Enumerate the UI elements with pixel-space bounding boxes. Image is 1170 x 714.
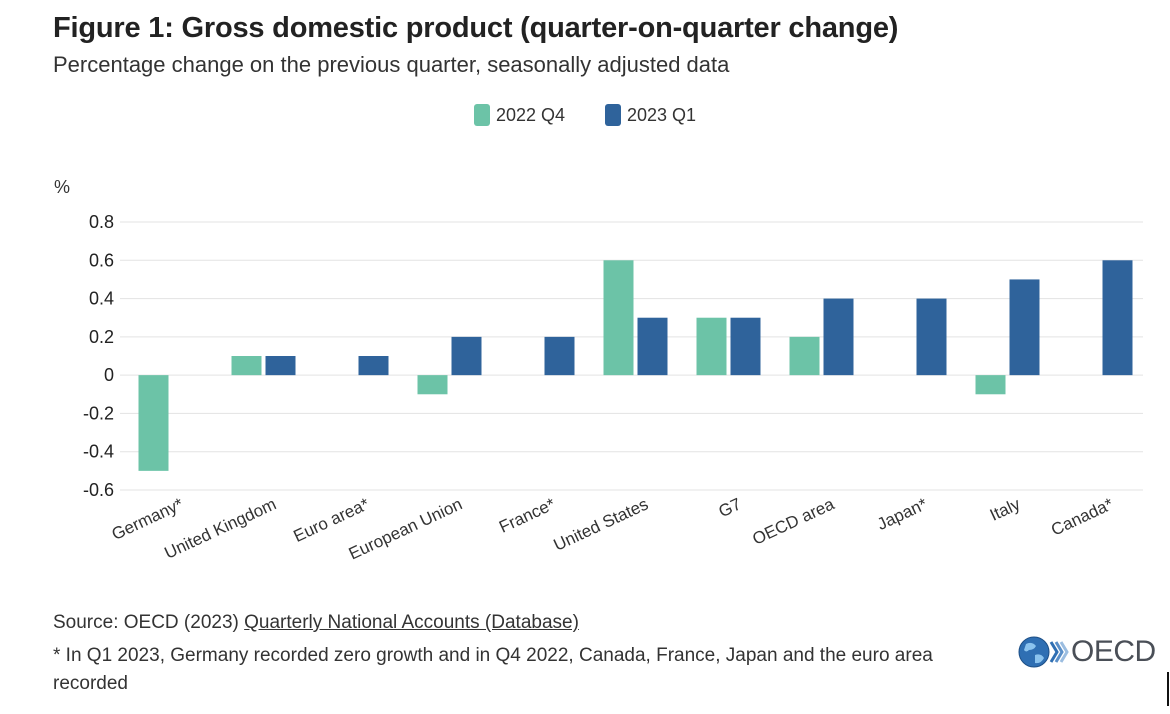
x-tick-label: G7	[716, 494, 745, 521]
chart-subtitle: Percentage change on the previous quarte…	[53, 52, 730, 77]
bar-2023-q1	[916, 298, 947, 376]
bar-2022-q4	[789, 336, 820, 376]
x-tick-label: OECD area	[750, 494, 838, 549]
y-tick-label: -0.6	[83, 480, 114, 500]
bar-2022-q4	[696, 317, 727, 376]
bar-2023-q1	[1102, 260, 1133, 376]
bar-2023-q1	[823, 298, 854, 376]
source-link[interactable]: Quarterly National Accounts (Database)	[244, 612, 579, 633]
chart-legend: 2022 Q4 2023 Q1	[0, 104, 1170, 126]
bar-2022-q4	[231, 356, 262, 376]
oecd-logo: OECD	[1017, 633, 1156, 671]
bar-2022-q4	[603, 260, 634, 376]
bar-2023-q1	[1009, 279, 1040, 376]
bar-2022-q4	[417, 375, 448, 395]
bar-2023-q1	[730, 317, 761, 376]
y-tick-label: 0.8	[89, 212, 114, 232]
y-tick-label: -0.2	[83, 403, 114, 423]
legend-item-2022-q4: 2022 Q4	[473, 104, 565, 126]
source-prefix: Source: OECD (2023)	[53, 612, 245, 633]
y-tick-label: 0.6	[89, 250, 114, 270]
legend-swatch-2022-q4	[473, 104, 490, 126]
y-tick-label: -0.4	[83, 442, 114, 462]
x-tick-label: Italy	[987, 494, 1024, 525]
x-tick-label: Canada*	[1048, 494, 1116, 539]
bar-2023-q1	[358, 356, 389, 376]
bar-2023-q1	[265, 356, 296, 376]
chart-title: Figure 1: Gross domestic product (quarte…	[53, 12, 899, 44]
source-line: Source: OECD (2023) Quarterly National A…	[53, 612, 579, 634]
bar-2022-q4	[975, 375, 1006, 395]
x-tick-label: United States	[551, 494, 652, 554]
footnote: * In Q1 2023, Germany recorded zero grow…	[53, 645, 933, 694]
y-tick-label: 0	[104, 365, 114, 385]
bar-2023-q1	[544, 336, 575, 376]
x-tick-label: Euro area*	[290, 494, 372, 546]
oecd-logo-text: OECD	[1071, 635, 1156, 668]
legend-label-2022-q4: 2022 Q4	[495, 104, 565, 125]
edge-divider	[1167, 672, 1169, 706]
x-tick-label: Japan*	[874, 494, 930, 534]
legend-item-2023-q1: 2023 Q1	[605, 104, 696, 126]
bar-2022-q4	[138, 375, 169, 471]
y-tick-label: 0.4	[89, 289, 114, 309]
y-axis-label: %	[54, 177, 70, 197]
x-tick-label: Germany*	[109, 494, 187, 544]
legend-label-2023-q1: 2023 Q1	[627, 104, 697, 125]
y-tick-label: 0.2	[89, 327, 114, 347]
globe-icon	[1018, 636, 1069, 668]
bar-2023-q1	[637, 317, 668, 376]
bar-2023-q1	[451, 336, 482, 376]
legend-swatch-2023-q1	[605, 104, 621, 126]
x-tick-label: France*	[496, 494, 558, 537]
